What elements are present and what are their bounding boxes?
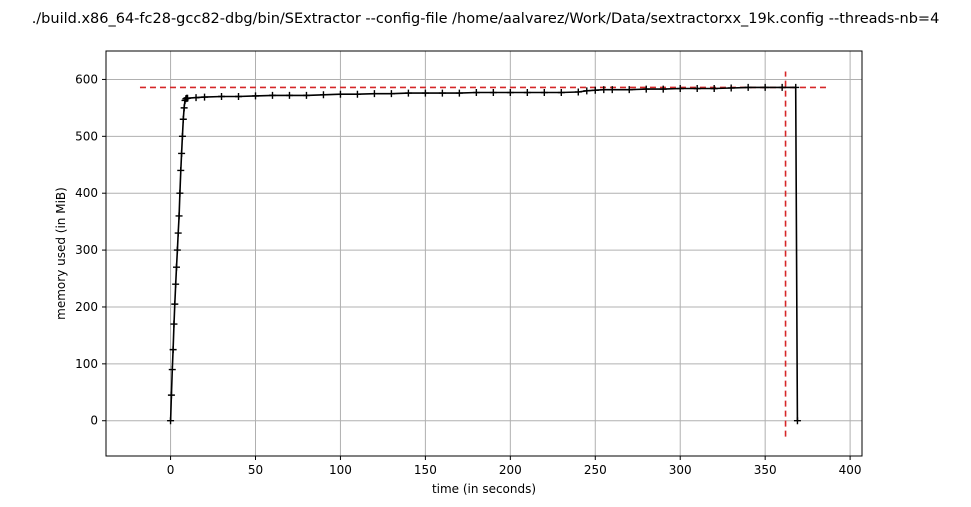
y-tick-label: 400	[75, 186, 98, 200]
reference-lines	[139, 71, 829, 437]
data-point-marker	[574, 88, 582, 96]
data-point-marker	[173, 263, 181, 271]
data-point-marker	[170, 320, 178, 328]
x-tick-label: 300	[669, 463, 692, 477]
data-point-marker	[177, 166, 185, 174]
data-point-marker	[172, 280, 180, 288]
data-point-marker	[676, 85, 684, 93]
data-point-marker	[167, 391, 175, 399]
x-tick-label: 250	[584, 463, 607, 477]
data-point-marker	[285, 91, 293, 99]
x-tick-label: 200	[499, 463, 522, 477]
data-point-marker	[353, 90, 361, 98]
data-point-marker	[180, 104, 188, 112]
data-point-marker	[175, 212, 183, 220]
data-point-marker	[184, 94, 192, 102]
data-point-marker	[540, 89, 548, 97]
series-markers	[167, 83, 801, 425]
x-tick-label: 350	[754, 463, 777, 477]
data-point-marker	[174, 229, 182, 237]
data-point-marker	[176, 189, 184, 197]
data-point-marker	[600, 86, 608, 94]
data-point-marker	[455, 89, 463, 97]
data-point-marker	[489, 89, 497, 97]
data-point-marker	[608, 86, 616, 94]
series	[167, 83, 801, 425]
data-point-marker	[792, 83, 800, 91]
chart-title: ./build.x86_64-fc28-gcc82-dbg/bin/SExtra…	[31, 11, 940, 27]
data-point-marker	[778, 83, 786, 91]
data-point-marker	[659, 85, 667, 93]
data-point-marker	[235, 93, 243, 101]
data-point-marker	[336, 90, 344, 98]
data-point-marker	[693, 85, 701, 93]
data-point-marker	[171, 300, 179, 308]
y-tick-label: 200	[75, 300, 98, 314]
data-point-marker	[201, 93, 209, 101]
data-point-marker	[557, 89, 565, 97]
data-point-marker	[179, 115, 187, 123]
data-point-marker	[793, 417, 801, 425]
x-axis-label: time (in seconds)	[432, 482, 536, 496]
ticks: 0 50 100 150 200 250 300 350 400 0 100 200 300 400 500…	[75, 72, 861, 477]
data-point-marker	[167, 417, 175, 425]
y-tick-label: 300	[75, 243, 98, 257]
data-point-marker	[252, 92, 260, 100]
data-point-marker	[761, 83, 769, 91]
data-point-marker	[192, 94, 200, 102]
data-point-marker	[591, 86, 599, 94]
data-point-marker	[744, 83, 752, 91]
y-axis-label: memory used (in MiB)	[54, 187, 68, 320]
y-tick-label: 100	[75, 357, 98, 371]
data-point-marker	[421, 89, 429, 97]
data-point-marker	[169, 346, 177, 354]
data-point-marker	[472, 89, 480, 97]
data-point-marker	[268, 91, 276, 99]
data-point-marker	[319, 91, 327, 99]
data-point-marker	[727, 84, 735, 92]
data-point-marker	[370, 90, 378, 98]
data-point-marker	[168, 366, 176, 374]
data-point-marker	[710, 85, 718, 93]
data-point-marker	[642, 85, 650, 93]
data-point-marker	[387, 90, 395, 98]
x-tick-label: 150	[414, 463, 437, 477]
x-tick-label: 400	[839, 463, 862, 477]
data-point-marker	[178, 149, 186, 157]
data-point-marker	[523, 89, 531, 97]
data-point-marker	[404, 89, 412, 97]
grid	[106, 51, 862, 456]
data-point-marker	[438, 89, 446, 97]
x-tick-label: 0	[167, 463, 175, 477]
y-tick-label: 600	[75, 72, 98, 86]
data-point-marker	[302, 91, 310, 99]
data-point-marker	[178, 132, 186, 140]
data-point-marker	[173, 246, 181, 254]
plot-frame	[105, 50, 863, 457]
data-point-marker	[218, 93, 226, 101]
y-tick-label: 0	[90, 414, 98, 428]
data-point-marker	[625, 86, 633, 94]
x-tick-label: 100	[329, 463, 352, 477]
series-line	[169, 86, 799, 421]
data-point-marker	[506, 89, 514, 97]
data-point-marker	[583, 87, 591, 95]
x-tick-label: 50	[248, 463, 263, 477]
y-tick-label: 500	[75, 129, 98, 143]
